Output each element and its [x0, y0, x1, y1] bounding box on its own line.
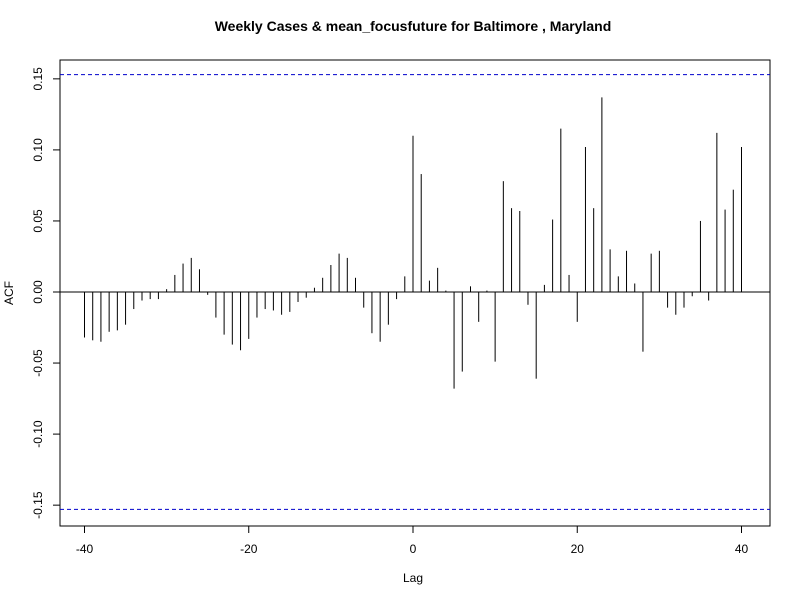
x-tick-label: 0	[410, 542, 417, 556]
x-tick-label: -20	[240, 542, 258, 556]
plot-frame	[59, 59, 771, 527]
y-tick-label: 0.15	[31, 67, 45, 91]
y-axis: -0.15 -0.10 -0.05 0.00 0.05 0.10 0.15	[31, 67, 60, 519]
y-tick-label: 0.00	[31, 280, 45, 304]
x-axis: -40 -20 0 20 40	[76, 526, 749, 556]
x-tick-label: -40	[76, 542, 94, 556]
x-tick-label: 40	[735, 542, 749, 556]
y-tick-label: -0.15	[31, 491, 45, 519]
y-axis-label: ACF	[2, 281, 16, 305]
y-tick-label: -0.10	[31, 420, 45, 448]
acf-bars	[84, 97, 742, 389]
y-tick-label: 0.05	[31, 209, 45, 233]
x-axis-label: Lag	[403, 571, 423, 585]
chart-title: Weekly Cases & mean_focusfuture for Balt…	[215, 18, 612, 34]
x-tick-label: 20	[571, 542, 585, 556]
y-tick-label: 0.10	[31, 138, 45, 162]
y-tick-label: -0.05	[31, 349, 45, 377]
